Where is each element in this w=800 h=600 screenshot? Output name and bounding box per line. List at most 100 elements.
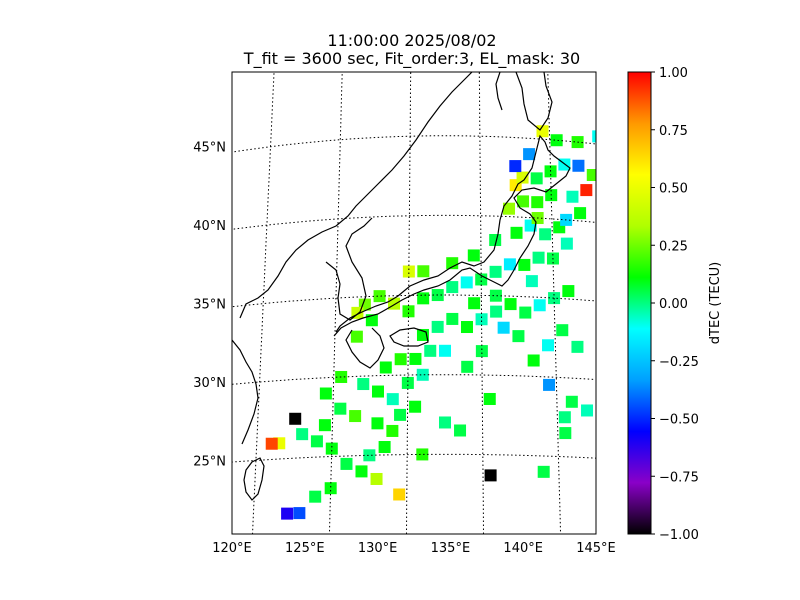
dtec-cell-80 bbox=[550, 134, 563, 147]
dtec-cell-107 bbox=[416, 448, 429, 461]
colorbar: 1.00 0.75 0.50 0.25 0.00 −0.25 −0.50 −0.75 −1.00… bbox=[627, 66, 723, 543]
meridian-120 bbox=[252, 72, 275, 534]
dtec-cell-121 bbox=[574, 207, 587, 220]
dtec-cell-21 bbox=[416, 368, 429, 381]
coastlines bbox=[232, 72, 571, 501]
colorbar-label: dTEC (TECU) bbox=[708, 262, 723, 345]
dtec-cell-50 bbox=[518, 258, 531, 271]
map-frame bbox=[231, 71, 597, 535]
dtec-cell-48 bbox=[489, 265, 502, 278]
dtec-cell-115 bbox=[461, 360, 474, 373]
dtec-cells bbox=[265, 125, 625, 520]
dtec-cell-114 bbox=[527, 354, 540, 367]
dtec-cell-4 bbox=[296, 428, 309, 441]
dtec-cell-123 bbox=[489, 289, 502, 302]
colorbar-tick-label: 0.25 bbox=[659, 239, 688, 254]
parallel-30 bbox=[232, 374, 596, 385]
dtec-cell-76 bbox=[607, 152, 619, 164]
dtec-cell-26 bbox=[379, 361, 392, 374]
dtec-cell-38 bbox=[402, 305, 415, 318]
dtec-cell-28 bbox=[431, 320, 444, 333]
dtec-cell-32 bbox=[490, 305, 503, 318]
dtec-cell-19 bbox=[357, 378, 370, 391]
dtec-cell-110 bbox=[483, 392, 496, 405]
dtec-cell-0 bbox=[355, 465, 368, 478]
dtec-cell-69 bbox=[516, 171, 529, 184]
dtec-cell-96 bbox=[537, 465, 550, 478]
lat-tick-labels: 25°N 30°N 35°N 40°N 45°N bbox=[193, 141, 226, 470]
dtec-cell-62 bbox=[560, 237, 573, 250]
dtec-cell-119 bbox=[319, 387, 332, 400]
dtec-cell-109 bbox=[454, 424, 467, 437]
dtec-cell-60 bbox=[539, 228, 552, 241]
parallel-40 bbox=[232, 214, 596, 230]
dtec-cell-24 bbox=[439, 344, 451, 357]
dtec-cell-87 bbox=[556, 324, 569, 337]
dtec-cell-86 bbox=[613, 141, 625, 153]
lon-tick-label: 130°E bbox=[358, 541, 398, 556]
dtec-cell-104 bbox=[309, 490, 322, 503]
dtec-cell-75 bbox=[580, 184, 593, 197]
dtec-cell-49 bbox=[503, 258, 516, 271]
colorbar-tick-label: −0.25 bbox=[659, 355, 699, 370]
dtec-cell-64 bbox=[517, 195, 530, 208]
dtec-cell-8 bbox=[378, 441, 391, 454]
dtec-cell-124 bbox=[468, 297, 481, 310]
dtec-cell-54 bbox=[402, 265, 415, 278]
dtec-cell-55 bbox=[446, 257, 459, 270]
dtec-cell-89 bbox=[542, 339, 555, 352]
dtec-cell-57 bbox=[489, 234, 502, 247]
dtec-cell-73 bbox=[572, 159, 585, 172]
coastline-kyushu-shikoku bbox=[345, 327, 429, 369]
dtec-cell-94 bbox=[558, 411, 571, 424]
dtec-cell-79 bbox=[536, 125, 549, 138]
colorbar-tick-label: −0.50 bbox=[659, 413, 699, 428]
dtec-cell-15 bbox=[394, 408, 407, 421]
map-area bbox=[232, 72, 625, 534]
meridian-125 bbox=[328, 72, 343, 534]
chart-title: 11:00:00 2025/08/02 bbox=[327, 31, 496, 50]
dtec-cell-7 bbox=[363, 449, 376, 462]
dtec-cell-6 bbox=[265, 437, 278, 450]
dtec-cell-51 bbox=[532, 251, 545, 264]
lon-tick-label: 120°E bbox=[212, 541, 252, 556]
lon-tick-label: 135°E bbox=[431, 541, 471, 556]
dtec-cell-25 bbox=[394, 353, 407, 366]
dtec-cell-100 bbox=[281, 507, 294, 520]
dtec-cell-10 bbox=[371, 417, 384, 430]
dtec-cell-29 bbox=[446, 312, 459, 325]
dtec-cell-98 bbox=[393, 488, 406, 501]
lat-tick-label: 45°N bbox=[193, 141, 226, 156]
lon-tick-label: 125°E bbox=[285, 541, 325, 556]
dtec-cell-13 bbox=[318, 419, 331, 432]
dtec-cell-9 bbox=[386, 424, 399, 437]
colorbar-tick-label: −1.00 bbox=[659, 528, 699, 543]
chart-subtitle: T_fit = 3600 sec, Fit_order:3, EL_mask: … bbox=[243, 49, 580, 69]
dtec-cell-74 bbox=[586, 169, 596, 182]
lat-tick-label: 40°N bbox=[193, 219, 226, 234]
dtec-cell-40 bbox=[373, 290, 386, 303]
dtec-cell-106 bbox=[370, 472, 383, 485]
dtec-cell-16 bbox=[409, 400, 422, 413]
colorbar-tick-label: −0.75 bbox=[659, 470, 699, 485]
dtec-cell-93 bbox=[595, 397, 596, 410]
lat-tick-label: 25°N bbox=[193, 454, 226, 469]
dtec-cell-97 bbox=[484, 469, 497, 482]
dtec-cell-18 bbox=[371, 385, 384, 398]
colorbar-tick-label: 0.75 bbox=[659, 124, 688, 139]
dtec-cell-70 bbox=[530, 172, 543, 185]
dtec-cell-23 bbox=[424, 344, 437, 357]
dtec-cell-88 bbox=[571, 340, 584, 353]
colorbar-tick-label: 0.50 bbox=[659, 182, 688, 197]
lon-tick-label: 145°E bbox=[576, 541, 616, 556]
lon-tick-labels: 120°E 125°E 130°E 135°E 140°E 145°E bbox=[212, 541, 616, 556]
dtec-cell-43 bbox=[417, 292, 430, 305]
dtec-cell-99 bbox=[293, 507, 306, 520]
dtec-cell-95 bbox=[559, 427, 572, 440]
dtec-cell-46 bbox=[460, 276, 473, 289]
dtec-cell-111 bbox=[475, 345, 488, 358]
lon-tick-label: 140°E bbox=[503, 541, 543, 556]
coastline-japan bbox=[333, 134, 571, 337]
dtec-cell-2 bbox=[325, 442, 338, 455]
